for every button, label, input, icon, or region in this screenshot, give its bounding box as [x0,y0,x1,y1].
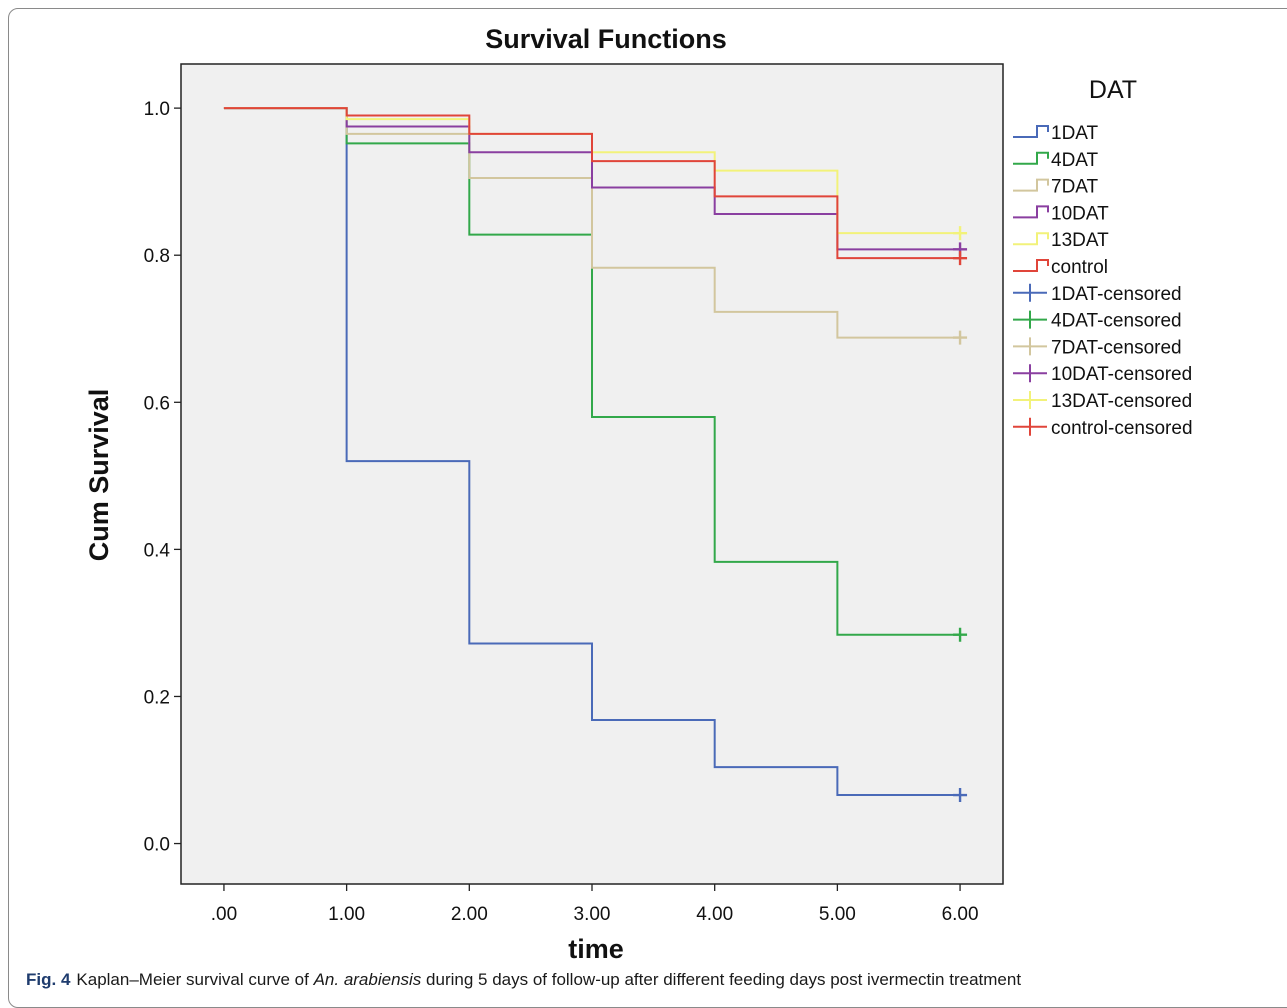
legend-item: 1DAT [1013,123,1099,144]
chart-title: Survival Functions [485,24,727,54]
legend-item: control [1013,257,1108,278]
x-tick-label: 5.00 [819,904,856,925]
legend-swatch-step [1013,151,1049,165]
y-tick-label: 0.8 [144,246,170,267]
legend-swatch-cross [1013,417,1047,436]
x-tick-label: 6.00 [942,904,979,925]
caption-text-before: Kaplan–Meier survival curve of [76,970,314,989]
x-tick-label: .00 [211,904,237,925]
legend-label: 13DAT [1051,230,1109,251]
legend-label: 4DAT [1051,150,1099,171]
y-tick-label: 0.0 [144,835,170,856]
legend-label: 13DAT-censored [1051,391,1192,412]
censor-marker-1dat-censored [953,788,968,803]
x-axis-ticks: .00 1.00 2.00 3.00 4.00 5.00 6.00 [211,884,979,925]
y-tick-label: 1.0 [144,99,170,120]
legend-item: 10DAT-censored [1013,364,1192,385]
legend-items: 1DAT 4DAT 7DAT 10DAT 13DAT control 1DAT-censor… [1013,123,1193,439]
legend-title: DAT [1089,76,1137,104]
legend-label: control-censored [1051,418,1193,439]
legend-label: 7DAT-censored [1051,337,1182,358]
legend: DAT 1DAT 4DAT 7DAT 10DAT 13DAT control 1DAT-ce… [1013,76,1193,439]
legend-item: 4DAT [1013,150,1099,171]
legend-item: 13DAT-censored [1013,391,1192,412]
legend-label: 1DAT [1051,123,1099,144]
series-line-control [223,107,961,260]
legend-swatch-step [1013,232,1049,246]
x-tick-label: 4.00 [696,904,733,925]
legend-swatch-step [1013,259,1049,272]
series-line-1dat [223,107,961,797]
series-line-7dat [223,107,961,339]
legend-item: 13DAT [1013,230,1109,251]
series-layer [223,107,968,803]
legend-item: 7DAT [1013,177,1099,198]
y-tick-label: 0.2 [144,687,170,708]
censor-marker-13dat-censored [953,226,968,241]
legend-item: control-censored [1013,418,1193,439]
censor-marker-7dat-censored [953,330,968,345]
legend-label: 1DAT-censored [1051,284,1182,305]
series-line-4dat [223,107,961,636]
x-tick-label: 3.00 [574,904,611,925]
legend-swatch-cross [1013,391,1047,409]
legend-swatch-cross [1013,337,1047,356]
legend-swatch-cross [1013,310,1047,329]
x-axis-label: time [568,934,624,964]
censor-marker-4dat-censored [953,627,968,642]
figure-caption: Fig. 4 Kaplan–Meier survival curve of An.… [26,970,1021,990]
caption-text-after: during 5 days of follow-up after differe… [421,970,1022,989]
y-tick-label: 0.4 [144,540,171,561]
legend-label: 4DAT-censored [1051,311,1182,332]
legend-swatch-cross [1013,364,1047,383]
x-tick-label: 1.00 [328,904,365,925]
legend-label: control [1051,257,1108,278]
x-tick-label: 2.00 [451,904,488,925]
legend-label: 7DAT [1051,177,1099,198]
legend-label: 10DAT [1051,203,1109,224]
legend-swatch-step [1013,178,1049,192]
legend-item: 4DAT-censored [1013,310,1182,332]
y-axis-label: Cum Survival [84,389,114,562]
y-axis-ticks: 0.0 0.2 0.4 0.6 0.8 1.0 [144,99,181,856]
legend-swatch-step [1013,125,1049,138]
caption-species: An. arabiensis [313,970,422,989]
legend-swatch-step [1013,205,1049,219]
legend-label: 10DAT-censored [1051,364,1192,385]
legend-item: 1DAT-censored [1013,284,1182,305]
legend-item: 7DAT-censored [1013,337,1182,358]
legend-swatch-cross [1013,283,1047,302]
legend-item: 10DAT [1013,203,1109,224]
y-tick-label: 0.6 [144,393,170,414]
censor-marker-control-censored [953,251,968,266]
figure-label: Fig. 4 [26,970,71,989]
